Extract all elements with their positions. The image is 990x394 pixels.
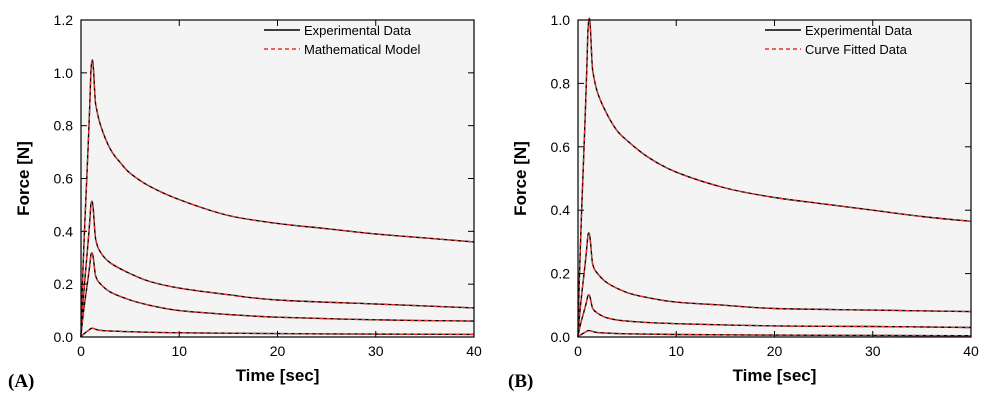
plot-area-b xyxy=(578,20,971,337)
x-ticks-a: 0 10 20 30 40 xyxy=(77,20,482,359)
y-tick-label-a: 1.0 xyxy=(54,65,74,81)
panel-b: 0.0 0.2 0.4 0.6 0.8 1.0 0 10 20 30 40 Force [N] T… xyxy=(508,12,979,392)
x-tick-label-a: 0 xyxy=(77,343,85,359)
legend-a-experimental-label: Experimental Data xyxy=(304,23,412,38)
legend-b: Experimental Data Curve Fitted Data xyxy=(765,23,913,57)
y-tick-label-b: 0.2 xyxy=(551,266,571,282)
x-tick-label-b: 10 xyxy=(668,343,684,359)
x-tick-label-a: 30 xyxy=(368,343,384,359)
y-tick-label-b: 0.6 xyxy=(551,139,571,155)
panel-label-a: (A) xyxy=(8,371,34,392)
x-tick-label-b: 0 xyxy=(574,343,582,359)
y-tick-label-b: 1.0 xyxy=(551,12,571,28)
y-tick-label-a: 0.6 xyxy=(54,171,74,187)
curves-b xyxy=(577,17,972,338)
panel-a: 0.0 0.2 0.4 0.6 0.8 1.0 1.2 0 10 20 30 40 Force [N… xyxy=(8,12,482,392)
y-tick-label-a: 0.8 xyxy=(54,118,74,134)
panel-label-b: (B) xyxy=(508,371,533,392)
y-tick-label-a: 0.2 xyxy=(54,276,74,292)
plot-area-a xyxy=(81,20,474,337)
x-tick-label-b: 40 xyxy=(963,343,979,359)
series-experimental-b-2 xyxy=(577,232,972,338)
x-tick-label-a: 10 xyxy=(171,343,187,359)
y-axis-label-b: Force [N] xyxy=(511,141,530,216)
legend-b-fitted-label: Curve Fitted Data xyxy=(805,42,908,57)
x-tick-label-b: 20 xyxy=(767,343,783,359)
series-model-a-1 xyxy=(80,59,475,338)
x-axis-label-b: Time [sec] xyxy=(733,366,817,385)
legend-a-model-label: Mathematical Model xyxy=(304,42,420,57)
x-tick-label-a: 20 xyxy=(270,343,286,359)
series-model-a-4 xyxy=(80,327,475,338)
y-tick-label-a: 0.0 xyxy=(54,329,74,345)
y-tick-label-a: 0.4 xyxy=(54,223,74,239)
series-model-a-3 xyxy=(80,252,475,338)
y-tick-label-b: 0.0 xyxy=(551,329,571,345)
x-tick-label-b: 30 xyxy=(865,343,881,359)
y-tick-label-a: 1.2 xyxy=(54,12,74,28)
series-model-b-1 xyxy=(577,17,972,338)
x-ticks-b: 0 10 20 30 40 xyxy=(574,20,979,359)
y-tick-label-b: 0.4 xyxy=(551,202,571,218)
series-model-a-2 xyxy=(80,200,475,338)
x-tick-label-a: 40 xyxy=(466,343,482,359)
series-model-b-3 xyxy=(577,294,972,338)
y-tick-label-b: 0.8 xyxy=(551,75,571,91)
y-ticks-b: 0.0 0.2 0.4 0.6 0.8 1.0 xyxy=(551,12,971,345)
legend-b-experimental-label: Experimental Data xyxy=(805,23,913,38)
x-axis-label-a: Time [sec] xyxy=(236,366,320,385)
y-ticks-a: 0.0 0.2 0.4 0.6 0.8 1.0 1.2 xyxy=(54,12,474,345)
legend-a: Experimental Data Mathematical Model xyxy=(264,23,420,57)
y-axis-label-a: Force [N] xyxy=(14,141,33,216)
